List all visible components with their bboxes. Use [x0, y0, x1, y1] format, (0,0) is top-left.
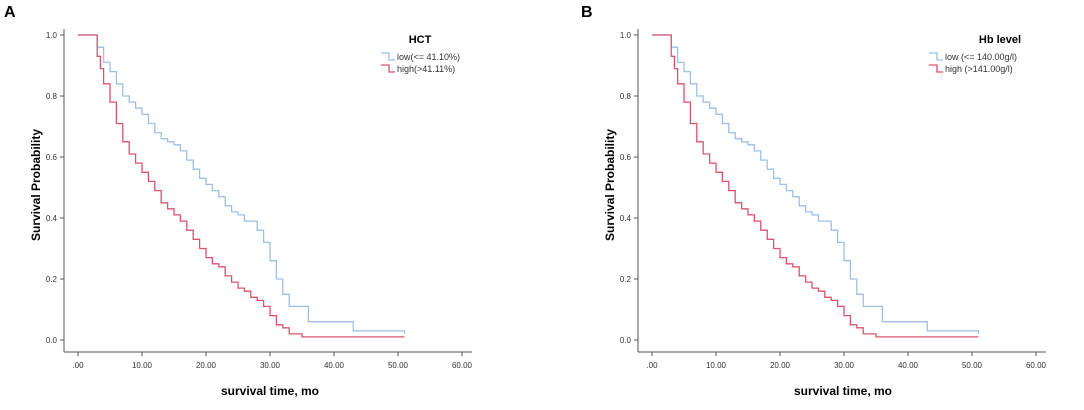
- survival-curve-high-b: [652, 34, 979, 338]
- legend-label-low-b: low (<= 140.00g/l): [945, 52, 1017, 62]
- y-tick-label-b: 0.0: [620, 336, 632, 345]
- x-tick-label-a: 40.00: [324, 361, 345, 370]
- axes-b: 0.0 0.2 0.4 0.6 0.8 1.0 .00 10.00 20.00 30.00 40.0…: [620, 29, 1047, 370]
- legend-swatch-low-b: [929, 52, 943, 61]
- legend-title-a: HCT: [409, 34, 432, 46]
- legend-swatch-high-a: [381, 64, 395, 73]
- legend-swatch-high-b: [929, 64, 943, 73]
- legend-label-high-a: high(>41.11%): [397, 64, 455, 74]
- y-tick-label-b: 0.8: [620, 92, 632, 101]
- legend-a: low(<= 41.10%) high(>41.11%): [381, 52, 460, 74]
- y-tick-label-a: 0.8: [46, 92, 58, 101]
- y-tick-label-b: 0.4: [620, 214, 632, 223]
- x-tick-label-a: 30.00: [260, 361, 281, 370]
- series-group-a: [78, 34, 406, 338]
- y-tick-label-a: 0.0: [46, 336, 58, 345]
- y-axis-label-b: Survival Probability: [603, 129, 617, 241]
- x-tick-label-a: 20.00: [196, 361, 217, 370]
- x-tick-label-b: 30.00: [834, 361, 855, 370]
- panel-letter-a: A: [4, 4, 16, 21]
- y-tick-label-b: 0.2: [620, 275, 632, 284]
- x-tick-label-a: 10.00: [132, 361, 153, 370]
- panel-b: B Survival Probability survival time, mo…: [581, 4, 1047, 398]
- survival-curve-high-a: [78, 34, 405, 338]
- x-tick-label-a: .00: [72, 361, 84, 370]
- panel-letter-b: B: [581, 4, 593, 21]
- x-tick-label-a: 60.00: [452, 361, 473, 370]
- survival-curve-low-b: [652, 34, 980, 334]
- x-tick-label-a: 50.00: [388, 361, 409, 370]
- x-tick-label-b: 50.00: [962, 361, 983, 370]
- x-tick-label-b: 10.00: [706, 361, 727, 370]
- legend-swatch-low-a: [381, 52, 395, 61]
- y-tick-label-b: 0.6: [620, 153, 632, 162]
- x-axis-label-b: survival time, mo: [794, 384, 892, 398]
- panel-a: A Survival Probability survival time, mo…: [4, 4, 473, 398]
- y-tick-label-a: 1.0: [46, 31, 58, 40]
- y-axis-label-a: Survival Probability: [29, 129, 43, 241]
- legend-b: low (<= 140.00g/l) high (>141.00g/l): [929, 52, 1017, 74]
- y-tick-label-a: 0.6: [46, 153, 58, 162]
- legend-title-b: Hb level: [979, 34, 1021, 46]
- y-tick-label-b: 1.0: [620, 31, 632, 40]
- x-tick-label-b: .00: [646, 361, 658, 370]
- y-tick-label-a: 0.4: [46, 214, 58, 223]
- series-group-b: [652, 34, 980, 338]
- x-tick-label-b: 60.00: [1026, 361, 1047, 370]
- x-tick-label-b: 20.00: [770, 361, 791, 370]
- x-axis-label-a: survival time, mo: [221, 384, 319, 398]
- survival-curve-low-a: [78, 34, 406, 334]
- x-tick-label-b: 40.00: [898, 361, 919, 370]
- axes-a: 0.0 0.2 0.4 0.6 0.8 1.0 .00 10.00 20.00 30.00 40.0…: [46, 29, 473, 370]
- y-tick-label-a: 0.2: [46, 275, 58, 284]
- legend-label-low-a: low(<= 41.10%): [397, 52, 460, 62]
- legend-label-high-b: high (>141.00g/l): [945, 64, 1013, 74]
